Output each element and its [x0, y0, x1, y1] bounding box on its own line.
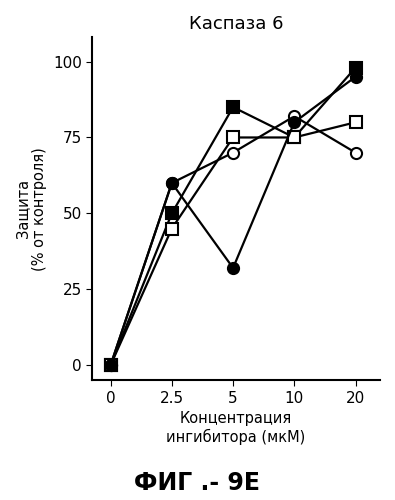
Title: Каспаза 6: Каспаза 6 [189, 15, 283, 33]
Y-axis label: Защита
(% от контроля): Защита (% от контроля) [15, 147, 47, 270]
Text: ФИГ .- 9Е: ФИГ .- 9Е [135, 471, 260, 495]
X-axis label: Концентрация
ингибитора (мкМ): Концентрация ингибитора (мкМ) [167, 411, 306, 445]
